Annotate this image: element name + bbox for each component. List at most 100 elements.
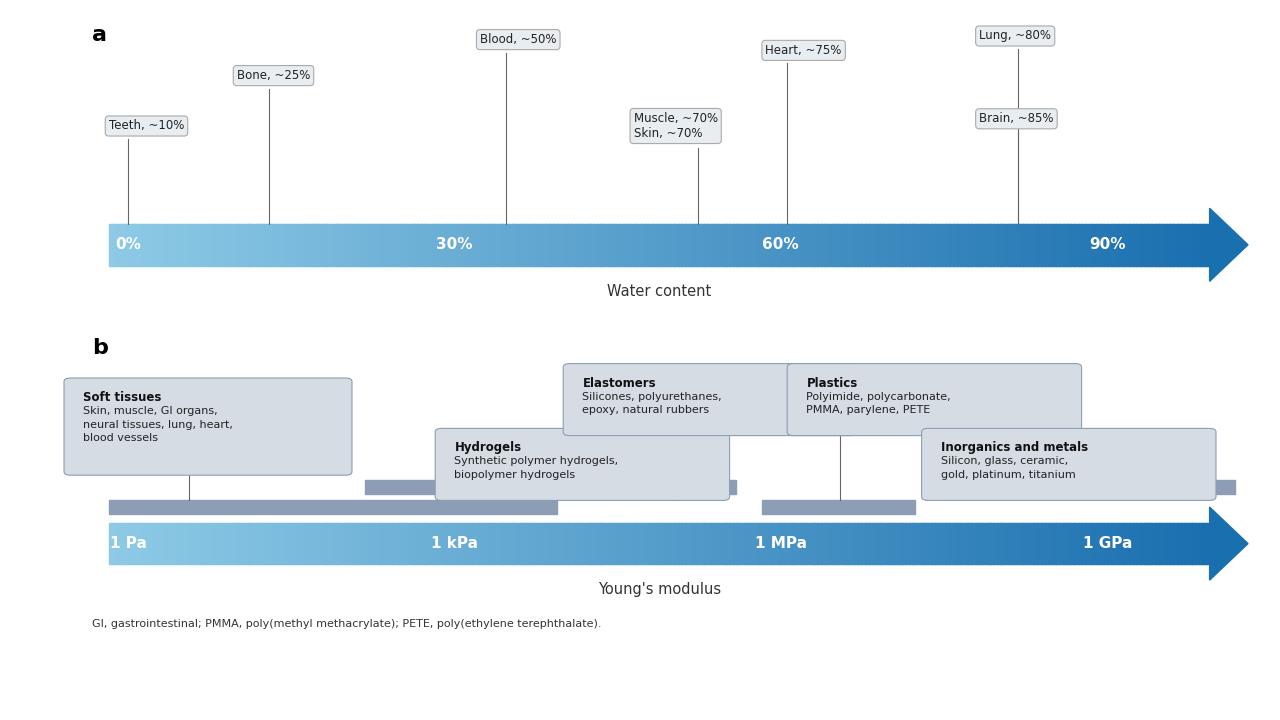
Bar — [769, 523, 774, 564]
Bar — [494, 224, 499, 266]
Bar — [820, 523, 826, 564]
Text: 0%: 0% — [115, 238, 141, 252]
Bar — [189, 224, 195, 266]
Text: 1 kPa: 1 kPa — [431, 536, 477, 551]
Bar — [428, 224, 433, 266]
Bar — [329, 224, 334, 266]
Bar — [590, 224, 594, 266]
Bar — [252, 224, 257, 266]
Bar — [201, 523, 206, 564]
Bar — [567, 523, 572, 564]
Bar — [410, 523, 415, 564]
Text: Water content: Water content — [607, 284, 712, 299]
Bar — [850, 523, 855, 564]
Bar — [1143, 224, 1148, 266]
Bar — [762, 224, 767, 266]
Bar — [1062, 224, 1068, 266]
Bar — [1162, 523, 1167, 564]
Bar — [563, 224, 568, 266]
Bar — [362, 523, 367, 564]
Bar — [233, 224, 238, 266]
Bar — [828, 224, 833, 266]
Bar — [274, 523, 279, 564]
Bar — [1033, 224, 1038, 266]
Bar — [718, 224, 723, 266]
Bar — [186, 523, 191, 564]
Bar — [1166, 224, 1170, 266]
Bar — [1066, 224, 1071, 266]
Bar — [952, 523, 957, 564]
Bar — [901, 224, 906, 266]
Bar — [838, 523, 844, 564]
Bar — [872, 224, 877, 266]
Bar — [266, 523, 271, 564]
Bar — [858, 224, 863, 266]
Bar — [182, 523, 187, 564]
Bar — [773, 224, 778, 266]
Bar — [215, 224, 220, 266]
Bar — [461, 523, 466, 564]
Bar — [465, 523, 470, 564]
Bar — [1117, 523, 1123, 564]
Bar — [156, 523, 161, 564]
Bar — [476, 523, 481, 564]
Bar — [413, 523, 419, 564]
Bar — [285, 523, 289, 564]
Bar — [498, 523, 503, 564]
Bar — [461, 224, 466, 266]
Bar — [1059, 523, 1064, 564]
Bar — [1137, 224, 1142, 266]
Bar — [608, 523, 613, 564]
Bar — [248, 224, 253, 266]
Text: Skin, muscle, GI organs,
neural tissues, lung, heart,
blood vessels: Skin, muscle, GI organs, neural tissues,… — [83, 406, 233, 444]
Bar — [593, 523, 598, 564]
Bar — [160, 523, 165, 564]
Bar — [579, 523, 584, 564]
Bar — [1137, 523, 1142, 564]
Bar — [512, 224, 517, 266]
Bar — [696, 224, 701, 266]
Bar — [700, 224, 704, 266]
Bar — [142, 523, 147, 564]
Bar — [358, 523, 364, 564]
Bar — [762, 500, 915, 514]
Bar — [193, 523, 198, 564]
Bar — [428, 523, 433, 564]
Bar — [300, 224, 305, 266]
Bar — [175, 224, 179, 266]
Bar — [846, 224, 851, 266]
Bar — [1007, 523, 1012, 564]
Bar — [905, 523, 910, 564]
Bar — [506, 523, 509, 564]
Bar — [1096, 523, 1101, 564]
Bar — [1056, 224, 1060, 266]
Bar — [142, 224, 147, 266]
Bar — [626, 523, 631, 564]
Bar — [1027, 224, 1032, 266]
Bar — [1140, 523, 1144, 564]
Bar — [1070, 224, 1075, 266]
Bar — [205, 523, 209, 564]
Bar — [791, 523, 796, 564]
Bar — [671, 523, 675, 564]
Bar — [618, 224, 623, 266]
Bar — [244, 523, 250, 564]
Bar — [406, 523, 411, 564]
Bar — [164, 523, 169, 564]
Text: 30%: 30% — [436, 238, 472, 252]
Text: Blood, ~50%: Blood, ~50% — [480, 33, 557, 46]
Bar — [1198, 523, 1203, 564]
Bar — [123, 523, 128, 564]
Bar — [219, 523, 224, 564]
Bar — [300, 523, 305, 564]
Bar — [325, 224, 330, 266]
Bar — [707, 224, 712, 266]
Bar — [1147, 523, 1152, 564]
Bar — [1198, 224, 1203, 266]
Bar — [512, 523, 517, 564]
Bar — [1103, 523, 1108, 564]
Bar — [531, 224, 536, 266]
Bar — [535, 523, 539, 564]
Bar — [872, 523, 877, 564]
Bar — [732, 224, 737, 266]
